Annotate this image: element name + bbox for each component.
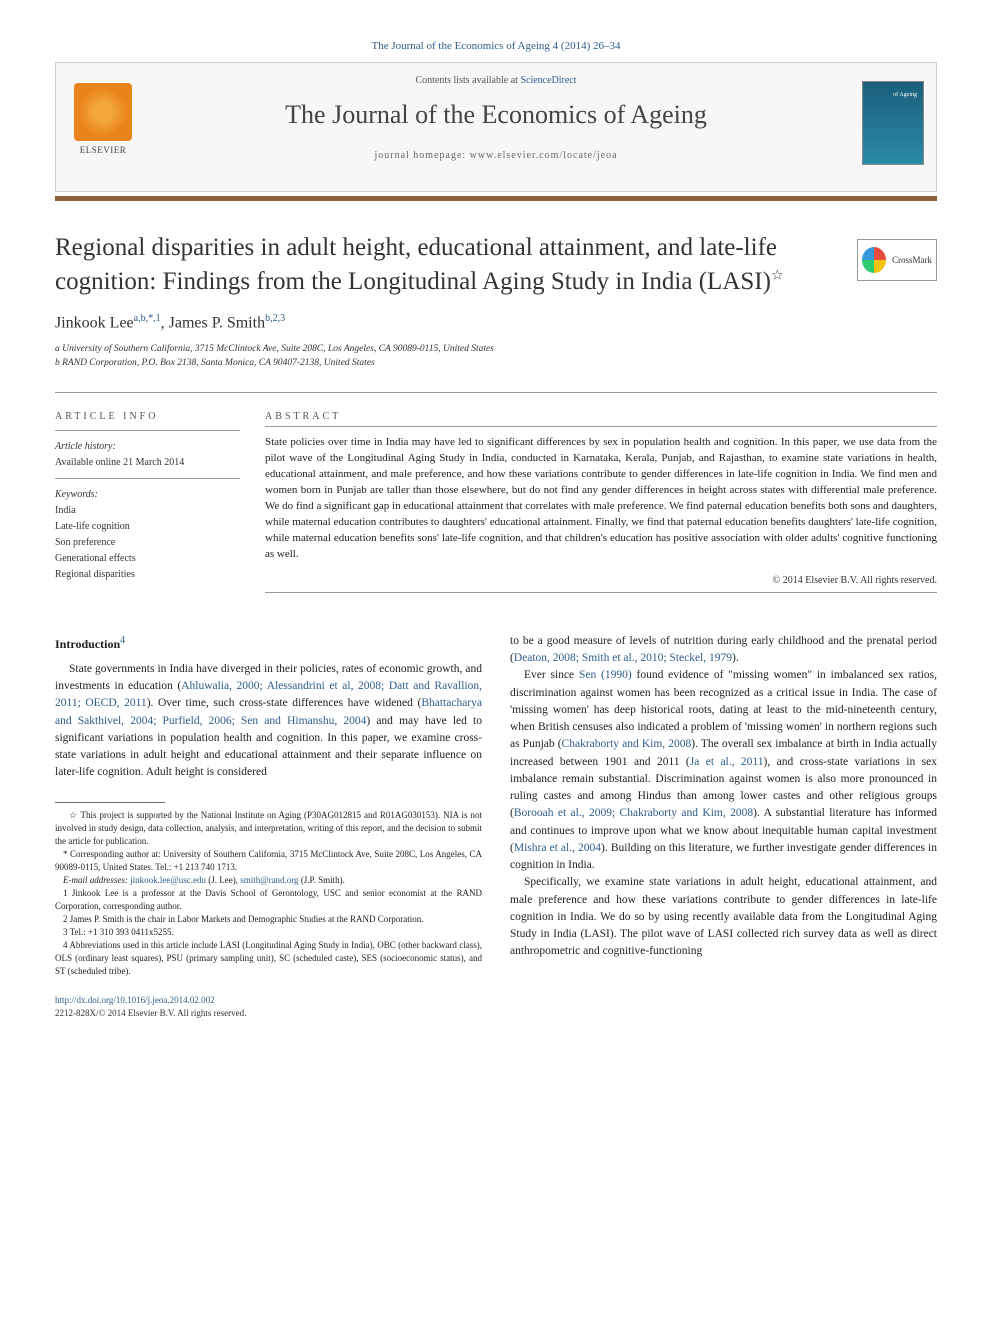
author-1[interactable]: Jinkook Lee: [55, 314, 134, 331]
issn-copyright: 2212-828X/© 2014 Elsevier B.V. All right…: [55, 1007, 482, 1020]
homepage-url[interactable]: www.elsevier.com/locate/jeoa: [470, 150, 618, 161]
footnote-3: 3 Tel.: +1 310 393 0411x5255.: [55, 926, 482, 939]
journal-name: The Journal of the Economics of Ageing: [56, 100, 936, 130]
doi-block: http://dx.doi.org/10.1016/j.jeoa.2014.02…: [55, 994, 482, 1019]
keyword-item: Regional disparities: [55, 567, 240, 582]
crossmark-badge[interactable]: CrossMark: [857, 239, 937, 281]
author-1-sup: a,b,*,1: [134, 313, 161, 324]
citation-link[interactable]: Borooah et al., 2009; Chakraborty and Ki…: [514, 807, 753, 819]
footnote-2: 2 James P. Smith is the chair in Labor M…: [55, 913, 482, 926]
journal-cover-thumbnail[interactable]: [862, 81, 924, 165]
abstract-copyright: © 2014 Elsevier B.V. All rights reserved…: [265, 575, 937, 586]
citation-link[interactable]: Mishra et al., 2004: [514, 842, 601, 854]
authors-line: Jinkook Leea,b,*,1, James P. Smithb,2,3: [55, 313, 937, 332]
body-paragraph: State governments in India have diverged…: [55, 661, 482, 782]
abstract-heading: ABSTRACT: [265, 411, 937, 422]
doi-link[interactable]: http://dx.doi.org/10.1016/j.jeoa.2014.02…: [55, 995, 215, 1005]
homepage-prefix: journal homepage:: [374, 150, 469, 161]
crossmark-icon: [862, 247, 886, 273]
elsevier-label: ELSEVIER: [68, 145, 138, 155]
title-text: Regional disparities in adult height, ed…: [55, 234, 777, 295]
keyword-item: Generational effects: [55, 551, 240, 566]
footnote-divider: [55, 802, 165, 803]
citation-link[interactable]: Ja et al., 2011: [690, 756, 764, 768]
contents-prefix: Contents lists available at: [415, 75, 520, 86]
abstract-column: ABSTRACT State policies over time in Ind…: [265, 411, 937, 593]
footnote-corresponding: * Corresponding author at: University of…: [55, 848, 482, 874]
footnote-4: 4 Abbreviations used in this article inc…: [55, 939, 482, 978]
body-left-column: Introduction4 State governments in India…: [55, 633, 482, 1020]
divider-bar: [55, 196, 937, 201]
citation-link[interactable]: Deaton, 2008; Smith et al., 2010; Stecke…: [514, 652, 732, 664]
homepage-line: journal homepage: www.elsevier.com/locat…: [56, 150, 936, 161]
abstract-text: State policies over time in India may ha…: [265, 435, 937, 563]
intro-heading: Introduction4: [55, 633, 482, 653]
journal-header: ELSEVIER Contents lists available at Sci…: [55, 62, 937, 192]
sciencedirect-link[interactable]: ScienceDirect: [520, 75, 576, 86]
crossmark-label: CrossMark: [892, 255, 932, 265]
affiliation-b: b RAND Corporation, P.O. Box 2138, Santa…: [55, 356, 937, 370]
author-sep: ,: [161, 314, 169, 331]
contents-line: Contents lists available at ScienceDirec…: [56, 75, 936, 86]
keyword-item: Late-life cognition: [55, 519, 240, 534]
keywords-label: Keywords:: [55, 487, 240, 502]
affiliations: a University of Southern California, 371…: [55, 342, 937, 371]
history-label: Article history:: [55, 439, 240, 454]
history-text: Available online 21 March 2014: [55, 455, 240, 470]
author-2-sup: b,2,3: [265, 313, 285, 324]
footnote-1: 1 Jinkook Lee is a professor at the Davi…: [55, 887, 482, 913]
keyword-item: India: [55, 503, 240, 518]
citation-link[interactable]: Sen (1990): [579, 669, 632, 681]
top-citation: The Journal of the Economics of Ageing 4…: [55, 40, 937, 52]
intro-footnote-marker: 4: [120, 635, 125, 646]
footnote-email: E-mail addresses: jinkook.lee@usc.edu (J…: [55, 874, 482, 887]
affiliation-a: a University of Southern California, 371…: [55, 342, 937, 356]
citation-link[interactable]: Chakraborty and Kim, 2008: [562, 738, 692, 750]
body-columns: Introduction4 State governments in India…: [55, 633, 937, 1020]
title-star: ☆: [771, 268, 784, 283]
article-info-heading: ARTICLE INFO: [55, 411, 240, 422]
footnote-star: ☆ This project is supported by the Natio…: [55, 809, 482, 848]
body-paragraph: Specifically, we examine state variation…: [510, 874, 937, 960]
keyword-item: Son preference: [55, 535, 240, 550]
author-2[interactable]: James P. Smith: [169, 314, 265, 331]
body-paragraph: Ever since Sen (1990) found evidence of …: [510, 667, 937, 874]
article-info-column: ARTICLE INFO Article history: Available …: [55, 411, 265, 593]
article-title: Regional disparities in adult height, ed…: [55, 231, 842, 299]
footnotes: ☆ This project is supported by the Natio…: [55, 809, 482, 979]
body-right-column: to be a good measure of levels of nutrit…: [510, 633, 937, 1020]
email-link[interactable]: smith@rand.org: [240, 875, 298, 885]
elsevier-logo[interactable]: ELSEVIER: [68, 83, 138, 173]
email-link[interactable]: jinkook.lee@usc.edu: [130, 875, 206, 885]
body-paragraph: to be a good measure of levels of nutrit…: [510, 633, 937, 668]
